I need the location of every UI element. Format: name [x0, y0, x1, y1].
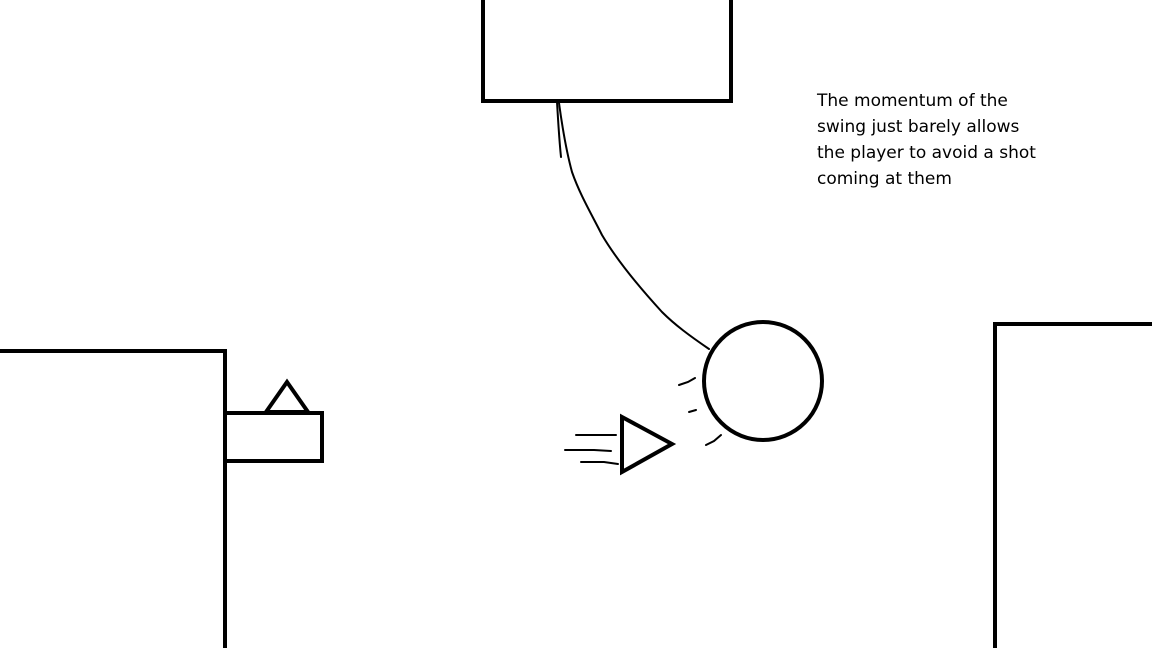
- swing-motion-marks: [678, 377, 722, 446]
- ceiling-anchor-block: [481, 0, 733, 103]
- player-ball: [702, 320, 824, 442]
- bullet-speed-lines: [564, 434, 619, 465]
- grapple-rope: [556, 101, 710, 350]
- turret-base: [223, 411, 324, 463]
- left-wall: [0, 349, 227, 648]
- caption-line-3: the player to avoid a shot: [817, 143, 1036, 163]
- caption-line-1: The momentum of the: [817, 91, 1008, 111]
- scene-caption: The momentum of the swing just barely al…: [817, 88, 1057, 192]
- turret-cannon: [262, 378, 312, 414]
- caption-line-2: swing just barely allows: [817, 117, 1020, 137]
- caption-line-4: coming at them: [817, 169, 952, 189]
- bullet-projectile: [620, 413, 677, 476]
- right-wall: [993, 322, 1152, 648]
